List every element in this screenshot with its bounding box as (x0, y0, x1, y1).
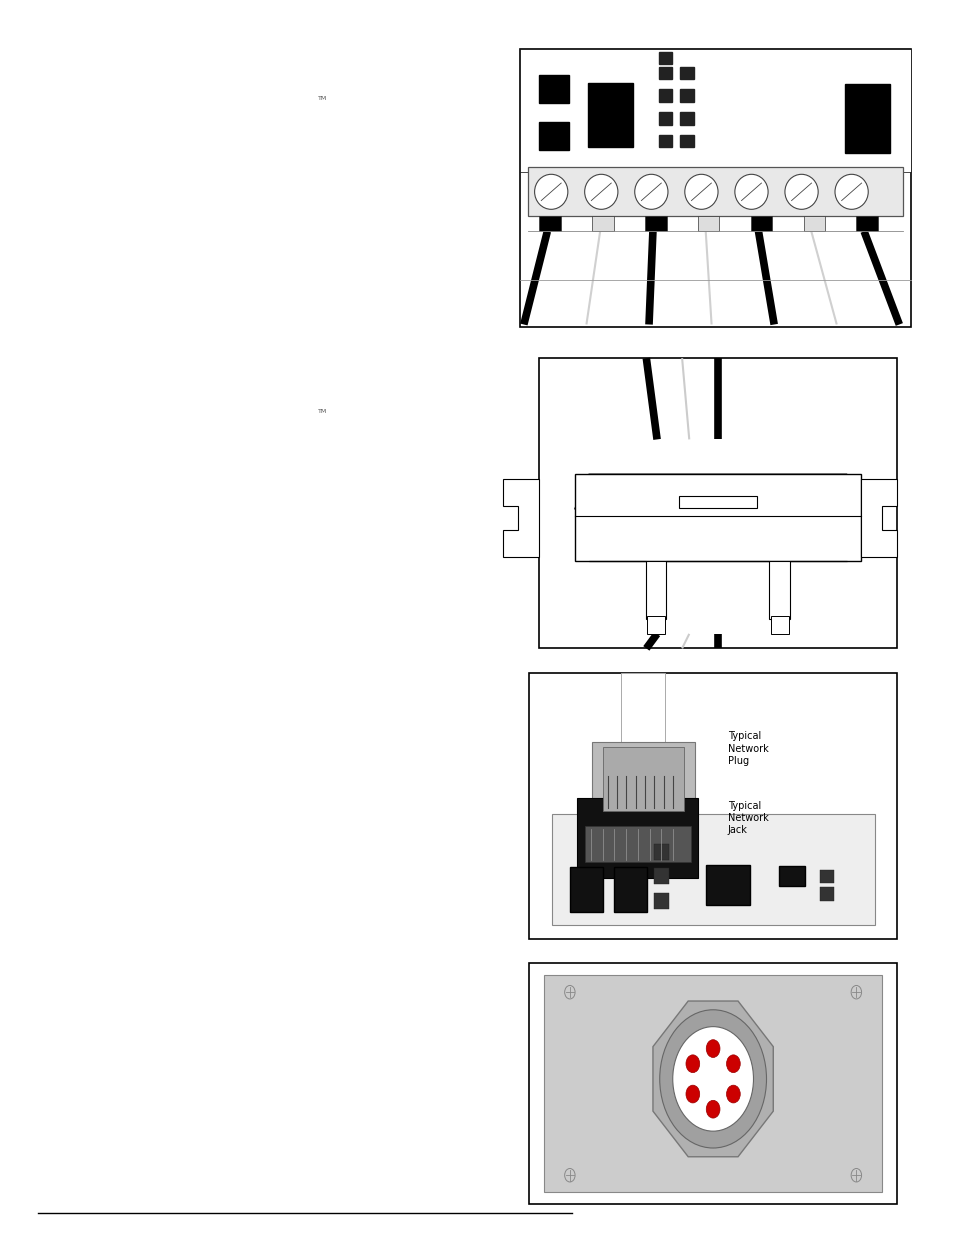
Circle shape (659, 1010, 765, 1149)
Bar (529, 673, 896, 939)
Bar (659, 52, 672, 64)
Bar (584, 826, 690, 862)
Polygon shape (574, 474, 860, 509)
Circle shape (726, 1086, 740, 1103)
Polygon shape (503, 479, 538, 557)
Circle shape (685, 1086, 699, 1103)
Text: TM: TM (317, 409, 327, 414)
Bar (770, 616, 788, 634)
Polygon shape (860, 479, 896, 557)
Bar (527, 168, 902, 216)
Bar (654, 868, 668, 884)
Bar (569, 867, 602, 911)
Circle shape (685, 1055, 699, 1073)
Bar (614, 867, 646, 911)
Text: TM: TM (317, 96, 327, 101)
Bar (591, 742, 694, 821)
Bar (750, 216, 771, 231)
Bar (679, 135, 693, 147)
Bar (654, 844, 668, 860)
Polygon shape (588, 561, 845, 620)
Bar (659, 135, 672, 147)
Text: Typical
Network
Plug: Typical Network Plug (727, 731, 768, 766)
Bar (539, 122, 568, 149)
Bar (551, 814, 874, 925)
Bar (679, 67, 693, 79)
Bar (659, 112, 672, 125)
Bar (577, 798, 698, 878)
Bar (574, 474, 860, 561)
Circle shape (850, 986, 861, 999)
Bar (539, 216, 560, 231)
Bar (588, 83, 633, 147)
Ellipse shape (834, 174, 867, 209)
Polygon shape (652, 1002, 773, 1157)
Circle shape (726, 1055, 740, 1073)
Bar (620, 673, 664, 747)
Bar (519, 49, 910, 172)
Bar (519, 49, 910, 327)
Bar (843, 84, 888, 153)
Bar (679, 496, 756, 508)
Bar (646, 616, 664, 634)
Bar (679, 89, 693, 103)
Ellipse shape (734, 174, 767, 209)
Bar (654, 893, 668, 909)
Bar (529, 963, 896, 1204)
Ellipse shape (534, 174, 567, 209)
Bar (705, 864, 749, 905)
Bar (538, 358, 896, 648)
Bar (539, 75, 568, 104)
Bar (592, 216, 613, 231)
Bar (819, 888, 834, 900)
Bar (602, 747, 683, 811)
Bar (856, 216, 877, 231)
Circle shape (705, 1040, 720, 1057)
Circle shape (564, 1168, 575, 1182)
Bar (659, 89, 672, 103)
Ellipse shape (684, 174, 718, 209)
Circle shape (564, 986, 575, 999)
Circle shape (850, 1168, 861, 1182)
Bar (659, 67, 672, 79)
Bar (543, 976, 882, 1192)
Bar (819, 869, 834, 883)
Circle shape (705, 1100, 720, 1118)
Bar (779, 866, 804, 887)
Ellipse shape (584, 174, 618, 209)
Ellipse shape (634, 174, 667, 209)
Ellipse shape (784, 174, 818, 209)
Text: Typical
Network
Jack: Typical Network Jack (727, 800, 768, 835)
Bar (802, 216, 824, 231)
Bar (698, 216, 719, 231)
Circle shape (672, 1026, 753, 1131)
Bar (679, 112, 693, 125)
Bar (644, 216, 666, 231)
